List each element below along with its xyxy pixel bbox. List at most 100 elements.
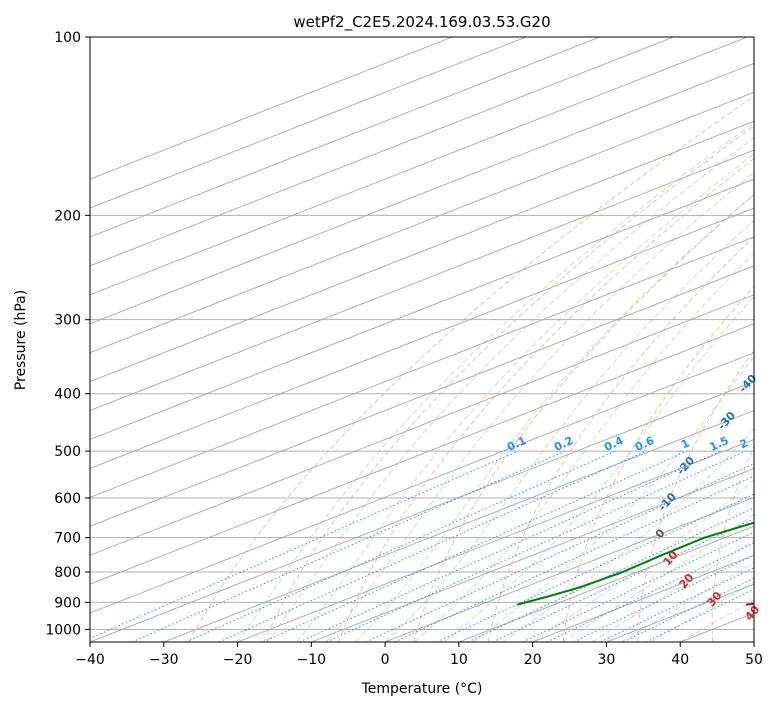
plot-frame bbox=[89, 36, 755, 643]
dry-adiabat bbox=[711, 445, 754, 642]
y-tick-label: 800 bbox=[54, 565, 81, 581]
mixing-ratio-line bbox=[645, 588, 754, 642]
isotherm-line bbox=[90, 178, 754, 440]
dry-adiabat bbox=[562, 286, 754, 642]
x-tick-label: 0 bbox=[381, 652, 390, 668]
isotherm-line bbox=[90, 37, 527, 209]
x-tick-label: 20 bbox=[524, 652, 542, 668]
isotherm-line bbox=[90, 236, 754, 498]
thermo-background-lines bbox=[90, 37, 754, 642]
x-axis: −40 −30 −20 −10 0 10 20 30 40 50 bbox=[75, 642, 763, 668]
x-tick-label: −10 bbox=[297, 652, 327, 668]
isotherm-line bbox=[90, 37, 601, 238]
y-axis-title: Pressure (hPa) bbox=[13, 290, 29, 390]
isotherm-line bbox=[90, 37, 453, 180]
y-tick-label: 100 bbox=[54, 30, 81, 46]
y-tick-label: 600 bbox=[54, 491, 81, 507]
mixing-ratio-line bbox=[492, 518, 754, 642]
mixing-ratio-label: 1 bbox=[679, 436, 691, 451]
profile-lines bbox=[517, 521, 754, 606]
isotherm-label: -10 bbox=[656, 490, 679, 514]
temperature-profile-line bbox=[745, 602, 754, 606]
y-tick-label: 400 bbox=[54, 387, 81, 403]
y-tick-label: 700 bbox=[54, 531, 81, 547]
x-tick-label: −20 bbox=[223, 652, 253, 668]
isotherm-line bbox=[90, 120, 754, 383]
isotherm-line bbox=[753, 641, 754, 642]
dry-adiabat bbox=[263, 125, 754, 642]
isotherm-line bbox=[90, 323, 754, 585]
isotherm-line bbox=[237, 438, 754, 642]
y-tick-label: 500 bbox=[54, 444, 81, 460]
x-axis-title: Temperature (°C) bbox=[361, 681, 483, 697]
isotherm-line bbox=[458, 525, 754, 642]
isotherm-line bbox=[680, 612, 754, 642]
isotherm-line bbox=[90, 381, 754, 642]
moist-adiabat bbox=[266, 136, 754, 642]
mixing-ratio-line bbox=[467, 507, 754, 642]
x-tick-label: 10 bbox=[450, 652, 468, 668]
mixing-ratio-line bbox=[365, 463, 754, 642]
x-tick-label: 40 bbox=[671, 652, 689, 668]
mixing-ratio-line bbox=[394, 475, 754, 642]
dry-adiabat bbox=[637, 349, 754, 642]
isotherm-line bbox=[163, 410, 754, 642]
x-tick-label: 30 bbox=[597, 652, 615, 668]
moist-adiabat bbox=[532, 479, 754, 642]
mixing-ratio-line bbox=[522, 531, 754, 642]
isotherm-line bbox=[532, 554, 754, 642]
y-tick-label: 1000 bbox=[45, 622, 81, 638]
isotherm-line bbox=[90, 265, 754, 527]
mixing-ratio-line bbox=[546, 542, 754, 642]
dewpoint-profile-line bbox=[517, 521, 754, 606]
moist-adiabat bbox=[679, 599, 754, 642]
mixing-ratio-line bbox=[622, 577, 754, 642]
moist-adiabat bbox=[355, 193, 754, 642]
moist-adiabat bbox=[325, 171, 754, 642]
mixing-ratio-label: 2 bbox=[738, 436, 750, 451]
mixing-ratio-line bbox=[326, 450, 746, 642]
isotherm-line bbox=[90, 149, 754, 412]
mixing-ratio-line bbox=[299, 450, 721, 642]
moist-adiabat bbox=[443, 295, 754, 642]
pressure-gridlines bbox=[90, 36, 754, 630]
moist-adiabat bbox=[561, 513, 754, 642]
x-tick-label: −40 bbox=[75, 652, 105, 668]
mixing-ratio-line bbox=[218, 450, 647, 642]
dry-adiabat bbox=[487, 236, 754, 642]
y-tick-label: 300 bbox=[54, 313, 81, 329]
y-axis: 100 200 300 400 500 600 700 800 900 1000 bbox=[45, 30, 90, 638]
isotherm-label: 20 bbox=[677, 571, 697, 591]
isotherm-line bbox=[90, 294, 754, 556]
mixing-ratio-line bbox=[90, 450, 519, 639]
dry-adiabat bbox=[412, 194, 754, 642]
isotherm-line bbox=[384, 496, 754, 642]
isotherm-line bbox=[311, 467, 754, 642]
y-tick-label: 200 bbox=[54, 208, 81, 224]
moist-adiabat bbox=[414, 252, 754, 642]
mixing-ratio-line bbox=[573, 554, 754, 642]
moist-adiabat bbox=[473, 356, 754, 642]
isotherm-label: -30 bbox=[715, 409, 738, 433]
moist-adiabat bbox=[650, 581, 754, 642]
moist-adiabat bbox=[237, 122, 754, 642]
isotherm-line bbox=[90, 352, 754, 614]
mixing-ratio-line bbox=[262, 450, 688, 642]
dry-adiabat bbox=[338, 157, 754, 642]
x-tick-label: 50 bbox=[745, 652, 763, 668]
isotherm-label: 30 bbox=[705, 589, 725, 609]
moist-adiabat bbox=[296, 153, 754, 642]
isotherm-label: 40 bbox=[742, 603, 762, 623]
isotherm-line bbox=[90, 62, 754, 325]
isotherm-line bbox=[90, 37, 748, 296]
isotherm-line bbox=[90, 91, 754, 354]
isotherm-line bbox=[90, 207, 754, 469]
moist-adiabat bbox=[384, 219, 754, 642]
chart-title: wetPf2_C2E5.2024.169.03.53.G20 bbox=[293, 13, 550, 32]
moist-adiabat bbox=[620, 561, 754, 642]
y-tick-label: 900 bbox=[54, 595, 81, 611]
mixing-ratio-line bbox=[131, 450, 566, 642]
isotherm-line bbox=[90, 37, 674, 267]
